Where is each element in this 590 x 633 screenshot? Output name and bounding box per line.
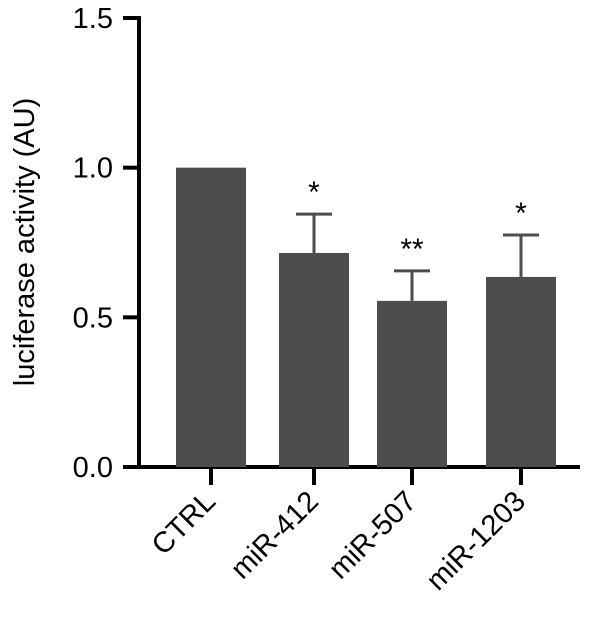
x-tick-label: CTRL (146, 485, 222, 561)
x-tick-label: miR-1203 (420, 485, 532, 597)
bar (176, 167, 246, 467)
significance-label: * (308, 176, 320, 209)
y-tick-label: 1.5 (73, 3, 113, 35)
significance-label: * (515, 197, 527, 230)
x-tick-label: miR-507 (323, 485, 423, 585)
x-tick-label: miR-412 (225, 485, 325, 585)
significance-label: ** (400, 233, 424, 266)
y-tick-label: 1.0 (73, 153, 113, 185)
bar (377, 300, 447, 467)
bar (486, 276, 556, 467)
y-tick-label: 0.0 (73, 452, 113, 484)
y-tick-label: 0.5 (73, 302, 113, 334)
bars-group (176, 167, 556, 467)
bar (279, 252, 349, 467)
y-axis-label: luciferase activity (AU) (9, 98, 41, 386)
